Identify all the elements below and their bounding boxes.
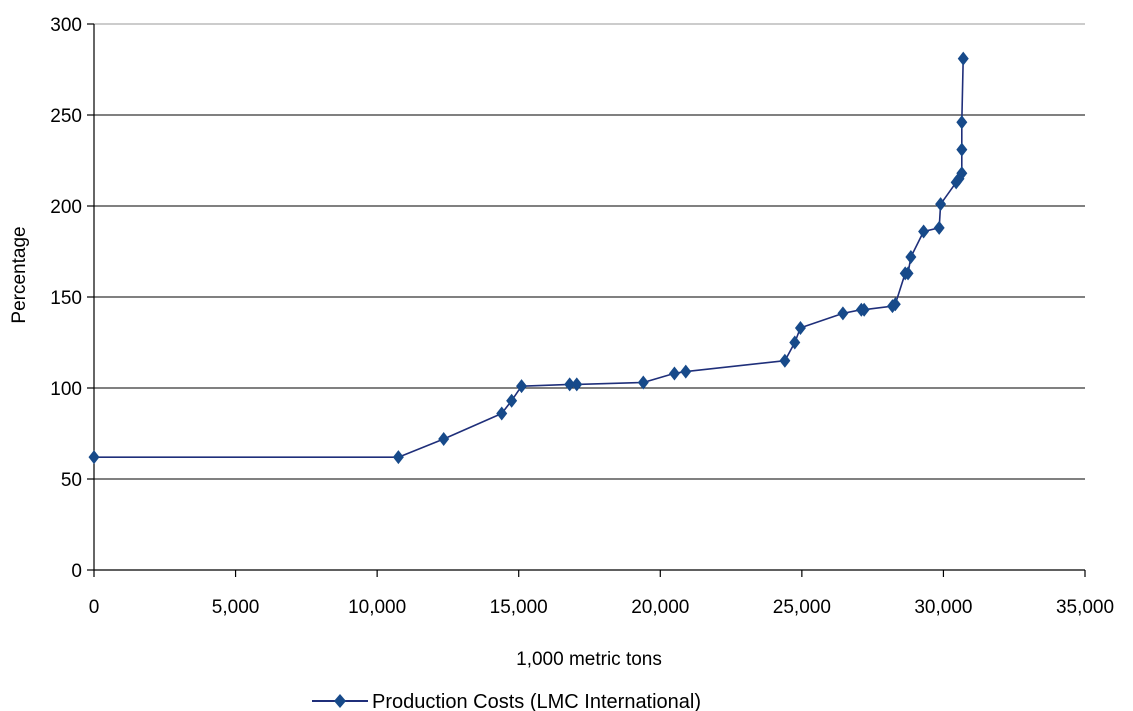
data-point [680, 364, 692, 379]
y-tick-label: 200 [50, 197, 82, 218]
data-point [794, 320, 806, 335]
data-point [88, 450, 100, 465]
x-tick-label: 0 [89, 597, 100, 618]
data-point [918, 224, 930, 239]
data-point [506, 393, 518, 408]
data-point [516, 379, 528, 394]
data-point [779, 353, 791, 368]
y-tick-label: 0 [71, 561, 82, 582]
x-tick-label: 15,000 [490, 597, 548, 618]
x-tick-label: 35,000 [1056, 597, 1114, 618]
x-tick-label: 25,000 [773, 597, 831, 618]
tick-labels: 0 50 100 150 200 250 300 0 5,000 10,000 15,000 20,0… [50, 15, 1114, 618]
x-tick-label: 20,000 [631, 597, 689, 618]
data-point [935, 197, 947, 212]
data-point [438, 431, 450, 446]
legend: Production Costs (LMC International) [312, 691, 701, 711]
data-point [571, 377, 583, 392]
y-tick-label: 300 [50, 15, 82, 36]
data-point [496, 406, 508, 421]
x-axis-title: 1,000 metric tons [516, 649, 662, 670]
data-point [564, 377, 576, 392]
y-tick-label: 50 [61, 470, 82, 491]
y-tick-label: 250 [50, 106, 82, 127]
data-point [837, 306, 849, 321]
data-point [933, 220, 945, 235]
data-point [858, 302, 870, 317]
data-point [902, 266, 914, 281]
legend-label: Production Costs (LMC International) [372, 691, 701, 711]
gridlines [94, 23, 1085, 480]
y-tick-label: 150 [50, 288, 82, 309]
data-point [956, 115, 968, 130]
y-axis-title: Percentage [9, 226, 30, 323]
x-tick-label: 30,000 [914, 597, 972, 618]
data-point [392, 450, 404, 465]
data-point [957, 51, 969, 66]
x-tick-label: 5,000 [212, 597, 260, 618]
series-line [94, 58, 964, 459]
axes [87, 23, 1086, 577]
data-point [956, 166, 968, 181]
data-point [889, 297, 901, 312]
x-tick-label: 10,000 [348, 597, 406, 618]
data-point [668, 366, 680, 381]
data-point [789, 335, 801, 350]
y-tick-label: 100 [50, 379, 82, 400]
series-layer [88, 51, 969, 465]
legend-marker [334, 694, 346, 708]
data-point [637, 375, 649, 390]
data-point [905, 249, 917, 264]
data-point [956, 142, 968, 157]
